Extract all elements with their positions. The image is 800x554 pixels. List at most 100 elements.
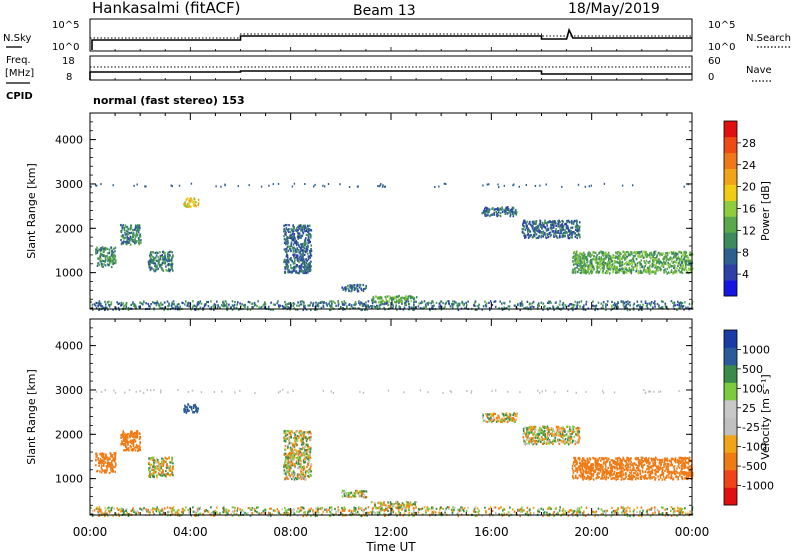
data-cell	[189, 200, 192, 203]
data-cell	[300, 473, 303, 476]
data-cell	[104, 306, 107, 309]
data-cell	[195, 409, 197, 412]
data-cell	[294, 443, 296, 446]
data-cell	[690, 264, 692, 267]
data-cell	[288, 245, 291, 248]
data-cell	[644, 268, 646, 271]
data-cell	[291, 477, 293, 481]
data-cell	[546, 232, 548, 236]
data-cell	[125, 449, 127, 452]
data-cell	[452, 300, 454, 303]
data-cell	[101, 464, 103, 467]
data-cell	[154, 467, 157, 470]
data-cell	[601, 262, 604, 265]
data-cell	[645, 269, 648, 272]
data-cell	[294, 471, 296, 475]
data-cell	[310, 249, 313, 252]
data-cell	[158, 260, 160, 263]
data-cell	[299, 255, 302, 258]
data-cell	[523, 234, 525, 237]
data-cell	[138, 243, 141, 246]
data-cell	[316, 303, 319, 306]
data-cell	[366, 304, 368, 307]
data-cell	[614, 256, 616, 259]
data-cell	[501, 211, 504, 214]
data-cell	[103, 247, 106, 250]
data-cell	[631, 263, 633, 266]
data-cell	[666, 258, 668, 261]
data-cell	[626, 255, 628, 259]
data-cell	[674, 304, 677, 307]
data-cell	[430, 300, 433, 303]
data-cell	[616, 305, 619, 309]
data-cell	[508, 210, 511, 213]
data-cell	[307, 454, 310, 457]
data-cell	[534, 232, 536, 235]
data-cell	[110, 463, 112, 466]
data-cell	[295, 461, 298, 464]
data-cell	[604, 257, 607, 260]
data-cell	[485, 210, 488, 213]
data-cell	[295, 254, 298, 257]
data-cell	[136, 229, 138, 232]
data-cell	[210, 300, 212, 303]
data-cell	[114, 464, 117, 467]
data-cell	[163, 308, 165, 312]
data-cell	[304, 304, 306, 308]
data-cell	[199, 306, 202, 309]
data-cell	[290, 442, 293, 445]
data-cell	[505, 307, 508, 310]
data-cell	[285, 243, 287, 246]
data-cell	[559, 438, 561, 441]
data-cell	[400, 299, 403, 302]
data-cell	[620, 267, 623, 270]
data-cell	[640, 250, 643, 253]
data-cell	[279, 304, 282, 307]
data-cell	[531, 442, 533, 445]
data-cell	[608, 261, 611, 265]
data-cell	[497, 211, 500, 214]
data-cell	[378, 301, 381, 304]
data-cell	[424, 303, 427, 306]
data-cell	[431, 305, 434, 308]
data-cell	[288, 461, 291, 464]
data-cell	[514, 414, 517, 417]
data-cell	[331, 302, 333, 306]
data-cell	[670, 251, 673, 254]
data-cell	[283, 436, 285, 439]
data-cell	[495, 208, 497, 211]
data-cell	[394, 300, 396, 303]
data-cell	[179, 305, 181, 308]
data-cell	[344, 491, 346, 494]
data-cell	[636, 264, 639, 267]
data-cell	[298, 304, 300, 307]
colorbar-swatch	[724, 232, 737, 249]
data-cell	[296, 478, 298, 481]
data-cell	[423, 300, 426, 303]
data-cell	[557, 219, 559, 223]
data-cell	[292, 239, 294, 242]
data-cell	[94, 304, 97, 307]
data-cell	[118, 302, 121, 305]
data-cell	[546, 307, 549, 310]
data-cell	[298, 251, 300, 254]
data-cell	[347, 492, 350, 495]
data-cell	[183, 203, 185, 206]
data-cell	[102, 454, 105, 457]
data-cell	[526, 225, 528, 228]
data-cell	[285, 453, 288, 456]
data-cell	[307, 241, 309, 244]
data-cell	[305, 439, 308, 443]
data-cell	[515, 208, 517, 212]
data-cell	[500, 421, 502, 424]
data-cell	[159, 254, 162, 258]
data-cell	[166, 300, 169, 303]
data-cell	[443, 182, 446, 185]
data-cell	[522, 438, 525, 441]
data-cell	[539, 223, 542, 226]
data-cell	[115, 462, 117, 465]
data-cell	[555, 224, 557, 227]
data-cell	[594, 251, 597, 254]
data-cell	[589, 262, 592, 265]
data-cell	[557, 231, 560, 234]
